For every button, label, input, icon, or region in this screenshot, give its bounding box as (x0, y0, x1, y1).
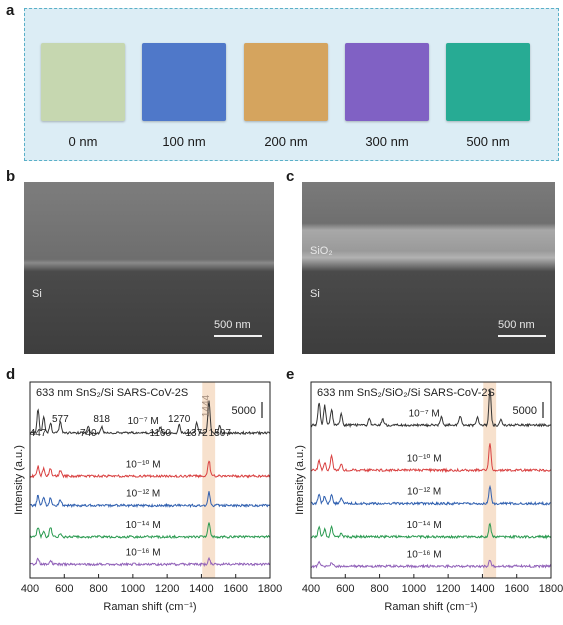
sample-label: 100 nm (162, 134, 206, 149)
series-line (29, 491, 271, 509)
x-tick-label: 800 (370, 583, 388, 595)
raman-chart-e: 10⁻⁷ M 10⁻¹⁰ M 10⁻¹² M 10⁻¹⁴ M 10⁻¹⁶ M 400 600… (294, 381, 563, 613)
y-axis-label: Intensity (a.u.) (294, 445, 306, 515)
x-tick-label: 1400 (470, 583, 494, 595)
series-line (310, 389, 552, 428)
scale-bar (214, 335, 262, 337)
peak-label: 577 (52, 414, 69, 425)
sem-image-b: Si 500 nm (24, 182, 274, 354)
y-axis-label: Intensity (a.u.) (13, 445, 25, 515)
chart-title: 633 nm SnS₂/Si SARS-CoV-2S (36, 387, 188, 399)
sample-200nm (244, 43, 328, 121)
sample-500nm (446, 43, 530, 121)
panel-e-letter: e (286, 366, 295, 383)
si-label: Si (32, 288, 42, 300)
x-axis-label: Raman shift (cm⁻¹) (103, 601, 196, 613)
sample-label: 300 nm (365, 134, 409, 149)
series-line (29, 400, 271, 436)
series-label: 10⁻¹⁰ M (126, 459, 161, 470)
x-tick-label: 400 (302, 583, 320, 595)
series-line (29, 522, 271, 540)
sample-label: 500 nm (466, 134, 510, 149)
x-tick-label: 1200 (155, 583, 179, 595)
raman-chart-d: 10⁻⁷ M 10⁻¹⁰ M 10⁻¹² M 10⁻¹⁴ M 10⁻¹⁶ M 400 600… (13, 381, 282, 613)
x-tick-label: 1000 (121, 583, 145, 595)
sample-300nm (345, 43, 429, 121)
chart-title: 633 nm SnS₂/SiO₂/Si SARS-CoV-2S (317, 387, 495, 399)
x-tick-label: 1600 (223, 583, 247, 595)
sample-label: 0 nm (68, 134, 98, 149)
series-line (310, 443, 552, 473)
x-tick-label: 1400 (189, 583, 213, 595)
peak-label: 447 (30, 428, 47, 439)
panel-d-letter: d (6, 366, 16, 383)
panel-b-letter: b (6, 168, 16, 185)
series-label: 10⁻¹² M (126, 489, 160, 500)
sio2-label: SiO₂ (310, 245, 333, 257)
series-line (29, 556, 271, 568)
peak-label: 1270 (168, 414, 191, 425)
x-tick-label: 800 (89, 583, 107, 595)
sample-100nm (142, 43, 226, 121)
series-label: 10⁻¹⁰ M (407, 453, 442, 464)
panel-c-letter: c (286, 168, 295, 185)
series-line (310, 484, 552, 507)
plot-frame (29, 381, 271, 579)
peak-label: 1507 (209, 428, 232, 439)
highlight-band (483, 382, 497, 578)
series-line (29, 460, 271, 479)
series-label: 10⁻¹⁴ M (407, 520, 442, 531)
peak-label: 818 (93, 414, 110, 425)
x-tick-label: 400 (21, 583, 39, 595)
x-tick-label: 1000 (402, 583, 426, 595)
scale-bar-label: 500 nm (214, 319, 251, 331)
peak-label: 740 (80, 428, 97, 439)
sample-0nm (41, 43, 125, 121)
scale-bar-label: 500 nm (498, 319, 535, 331)
series-line (310, 522, 552, 540)
panel-a-letter: a (6, 2, 15, 19)
sample-label: 200 nm (264, 134, 308, 149)
series-label: 10⁻¹⁴ M (126, 520, 161, 531)
series-label: 10⁻⁷ M (128, 416, 159, 427)
x-axis-label: Raman shift (cm⁻¹) (384, 601, 477, 613)
sem-image-c: SiO₂ Si 500 nm (302, 182, 555, 354)
peak-label: 1372 (186, 428, 209, 439)
si-label: Si (310, 288, 320, 300)
thin-film-samples-photo: 0 nm 100 nm 200 nm 300 nm 500 nm (24, 8, 559, 161)
x-tick-label: 600 (55, 583, 73, 595)
series-line (310, 559, 552, 569)
series-label: 10⁻¹⁶ M (126, 547, 161, 558)
plot-frame (310, 381, 552, 579)
series-label: 10⁻⁷ M (409, 408, 440, 419)
series-label: 10⁻¹² M (407, 487, 441, 498)
scale-bar-value: 5000 (513, 405, 537, 417)
x-tick-label: 600 (336, 583, 354, 595)
peak-label: 1444 (201, 394, 212, 417)
x-tick-label: 1800 (258, 583, 282, 595)
scale-bar (498, 335, 546, 337)
series-label: 10⁻¹⁶ M (407, 549, 442, 560)
x-tick-label: 1600 (504, 583, 528, 595)
scale-bar-value: 5000 (232, 405, 256, 417)
x-tick-label: 1200 (436, 583, 460, 595)
peak-label: 1160 (150, 428, 172, 439)
x-tick-label: 1800 (539, 583, 563, 595)
